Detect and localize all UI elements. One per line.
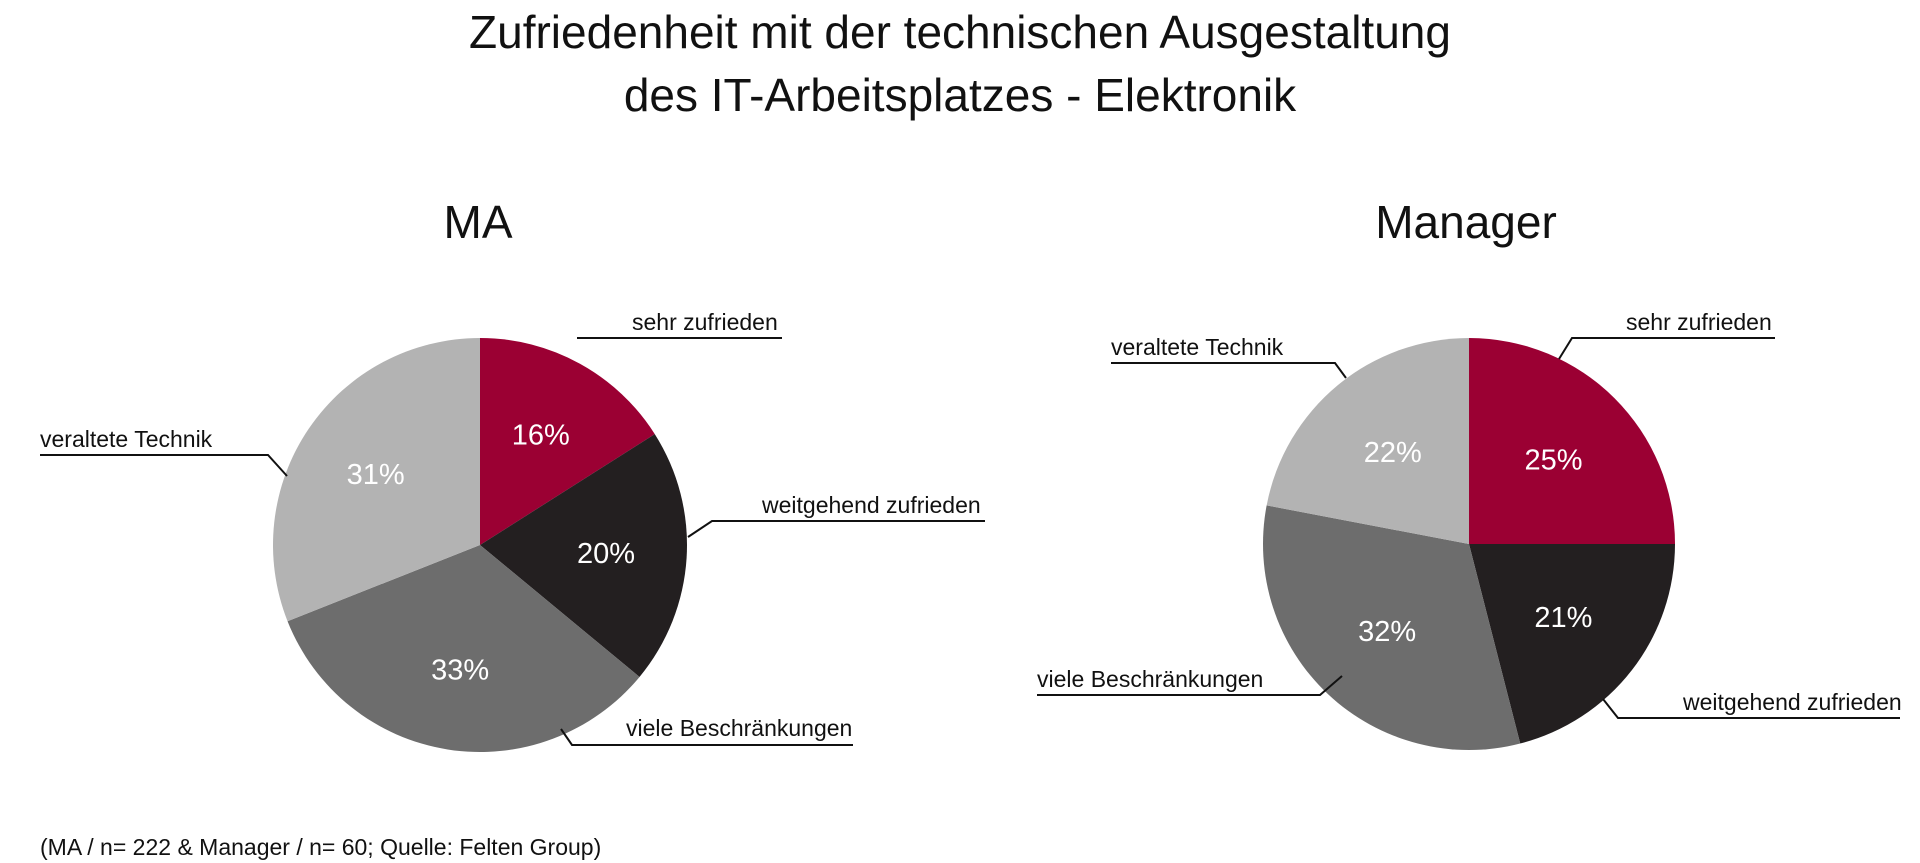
main-title-line-1: Zufriedenheit mit der technischen Ausges… — [469, 6, 1451, 58]
data-label-manager-viele-beschraenkungen: 32% — [1358, 616, 1416, 648]
category-label-manager-viele-beschraenkungen: viele Beschränkungen — [1037, 666, 1263, 692]
category-label-ma-viele-beschraenkungen: viele Beschränkungen — [626, 715, 852, 741]
chart-title-manager: Manager — [1375, 196, 1557, 248]
data-label-ma-sehr-zufrieden: 16% — [512, 419, 570, 451]
data-label-ma-veraltete-technik: 31% — [347, 459, 405, 491]
leader-line-manager-viele-beschraenkungen — [1037, 675, 1343, 696]
leader-line-manager-sehr-zufrieden — [1558, 337, 1775, 360]
category-label-ma-sehr-zufrieden: sehr zufrieden — [632, 309, 778, 335]
category-label-ma-veraltete-technik: veraltete Technik — [40, 426, 213, 452]
leader-line-ma-veraltete-technik — [40, 454, 288, 477]
data-label-manager-veraltete-technik: 22% — [1364, 437, 1422, 469]
data-label-manager-weitgehend-zufrieden: 21% — [1534, 602, 1592, 634]
pie-slice-manager-veraltete-technik — [1266, 338, 1469, 544]
pie-slice-ma-sehr-zufrieden — [480, 337, 655, 545]
category-label-manager-weitgehend-zufrieden: weitgehend zufrieden — [1682, 689, 1902, 715]
leader-line-manager-weitgehend-zufrieden — [1602, 698, 1900, 719]
pie-chart-manager: Manager 25% 21% 32% 22% sehr zufrieden weitgeh… — [1037, 196, 1902, 751]
leader-line-ma-weitgehend-zufrieden — [687, 520, 985, 538]
footnote: (MA / n= 222 & Manager / n= 60; Quelle: … — [40, 834, 601, 860]
chart-title-ma: MA — [444, 196, 513, 248]
data-label-ma-weitgehend-zufrieden: 20% — [577, 538, 635, 570]
category-label-manager-veraltete-technik: veraltete Technik — [1111, 334, 1284, 360]
pie-slice-ma-viele-beschraenkungen — [287, 545, 640, 753]
category-label-ma-weitgehend-zufrieden: weitgehend zufrieden — [761, 492, 981, 518]
category-label-manager-sehr-zufrieden: sehr zufrieden — [1626, 309, 1772, 335]
main-title-line-2: des IT-Arbeitsplatzes - Elektronik — [624, 69, 1297, 121]
pie-slice-manager-sehr-zufrieden — [1469, 338, 1675, 544]
leader-line-manager-veraltete-technik — [1111, 362, 1347, 379]
leader-line-ma-viele-beschraenkungen — [560, 728, 853, 746]
pie-slice-ma-weitgehend-zufrieden — [480, 434, 688, 677]
pie-slice-ma-veraltete-technik — [273, 338, 480, 622]
pie-slice-manager-weitgehend-zufrieden — [1469, 544, 1675, 744]
data-label-manager-sehr-zufrieden: 25% — [1524, 445, 1582, 477]
pie-chart-ma: MA 16% 20% 33% 31% sehr zufrieden weitgehend z… — [40, 196, 985, 753]
data-label-ma-viele-beschraenkungen: 33% — [431, 655, 489, 687]
